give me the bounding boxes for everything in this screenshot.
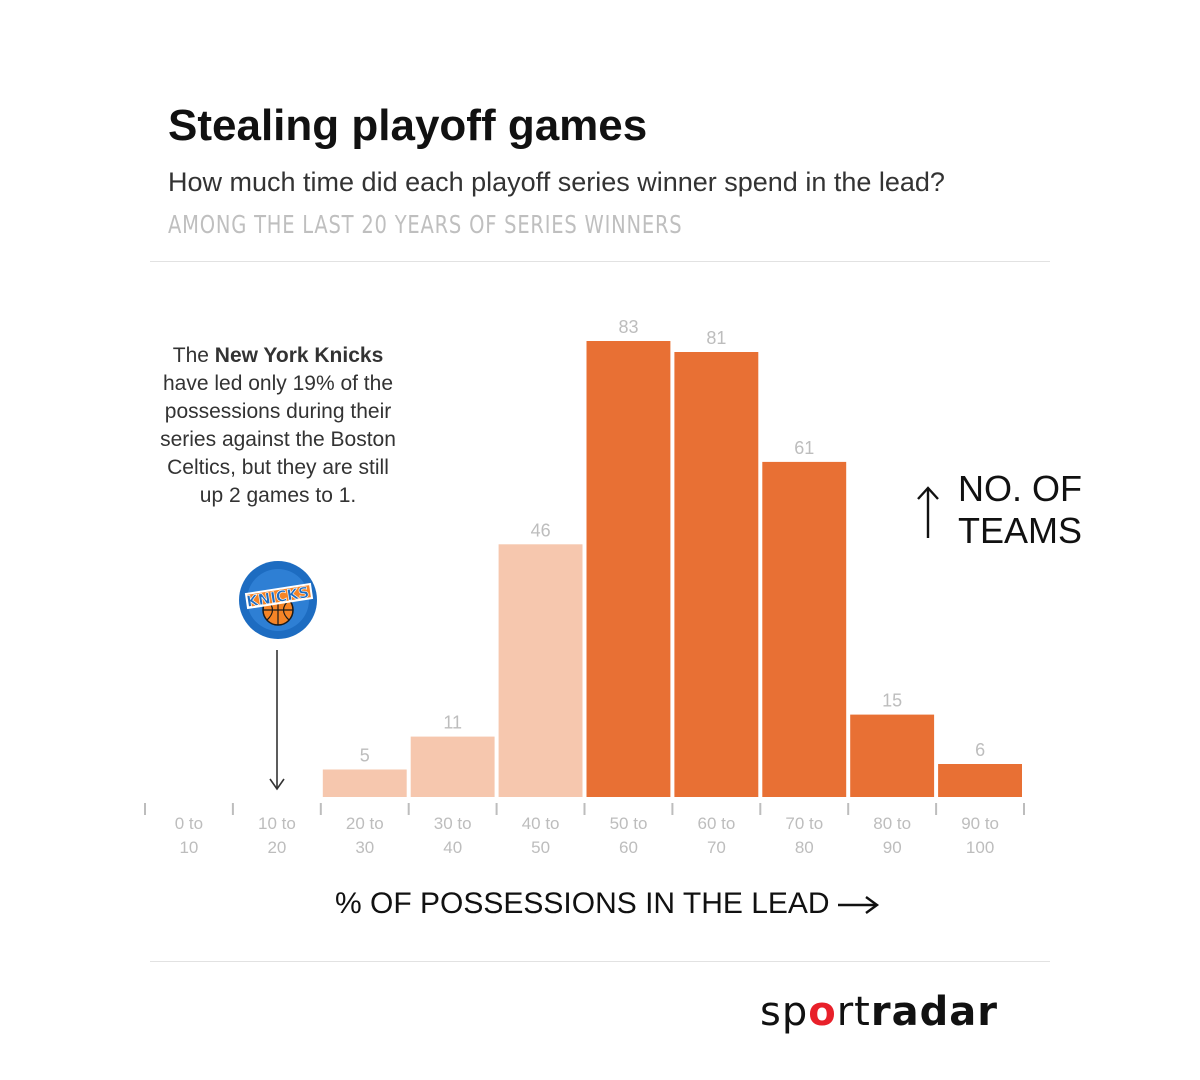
tick-label: 60 to bbox=[697, 814, 735, 833]
x-axis-ticks bbox=[144, 803, 1025, 815]
sportradar-logo: sportradar bbox=[760, 990, 998, 1034]
bar-50-to-60 bbox=[586, 341, 671, 797]
tick-label: 50 bbox=[531, 838, 550, 857]
bottom-divider bbox=[150, 961, 1050, 962]
y-axis-label-line2: TEAMS bbox=[958, 510, 1083, 551]
x-axis-tick-labels: 0 to 10 10 to 20 20 to 30 30 to 40 40 to 50 50 to 6… bbox=[175, 814, 999, 857]
y-axis-label-line1: NO. OF bbox=[958, 468, 1082, 509]
tick-label: 80 to bbox=[873, 814, 911, 833]
bar-30-to-40 bbox=[410, 736, 495, 797]
tick-label: 30 to bbox=[434, 814, 472, 833]
chart-title: Stealing playoff games bbox=[168, 101, 648, 150]
tick-label: 40 bbox=[443, 838, 462, 857]
bar-70-to-80 bbox=[762, 461, 847, 797]
annotation-team: New York Knicks bbox=[214, 344, 384, 367]
chart-subtitle: How much time did each playoff series wi… bbox=[168, 167, 945, 197]
annotation-text: have led only 19% of the possessions dur… bbox=[160, 372, 396, 507]
brand-part-sp: sp bbox=[760, 989, 809, 1035]
value-label: 81 bbox=[706, 328, 726, 348]
tick-label: 70 bbox=[707, 838, 726, 857]
y-axis-label: NO. OF TEAMS bbox=[958, 468, 1082, 552]
value-label: 6 bbox=[975, 740, 985, 760]
tick-label: 20 bbox=[267, 838, 286, 857]
tick-label: 10 bbox=[179, 838, 198, 857]
tick-label: 10 to bbox=[258, 814, 296, 833]
value-labels-group: 5 11 46 83 81 61 15 6 bbox=[360, 317, 985, 766]
tick-label: 100 bbox=[966, 838, 994, 857]
value-label: 61 bbox=[794, 438, 814, 458]
brand-part-o: o bbox=[808, 989, 837, 1035]
tick-label: 80 bbox=[795, 838, 814, 857]
knicks-pointer-arrow bbox=[269, 650, 285, 791]
right-arrow-icon bbox=[837, 896, 879, 915]
bars-group bbox=[322, 341, 1022, 797]
tick-label: 0 to bbox=[175, 814, 203, 833]
knicks-logo: KNICKS bbox=[239, 561, 317, 639]
knicks-logo-banner bbox=[244, 582, 314, 610]
annotation-prefix: The bbox=[172, 344, 209, 367]
histogram-chart: 5 11 46 83 81 61 15 6 0 to 10 10 to 20 20 to 30 30 to… bbox=[144, 317, 1025, 857]
top-divider bbox=[150, 261, 1050, 262]
brand-part-radar: radar bbox=[870, 989, 998, 1035]
basketball-seams bbox=[263, 595, 293, 625]
x-axis-title-text: % OF POSSESSIONS IN THE LEAD bbox=[335, 887, 830, 920]
tick-label: 30 bbox=[355, 838, 374, 857]
tick-label: 70 to bbox=[785, 814, 823, 833]
value-label: 83 bbox=[618, 317, 638, 337]
tick-label: 90 bbox=[883, 838, 902, 857]
tick-label: 20 to bbox=[346, 814, 384, 833]
tick-label: 90 to bbox=[961, 814, 999, 833]
tick-label: 40 to bbox=[522, 814, 560, 833]
knicks-annotation: The New York Knicks have led only 19% of… bbox=[158, 342, 398, 510]
bar-90-to-100 bbox=[938, 764, 1022, 797]
chart-kicker: AMONG THE LAST 20 YEARS OF SERIES WINNER… bbox=[168, 210, 683, 239]
value-label: 15 bbox=[882, 691, 902, 711]
bar-60-to-70 bbox=[674, 352, 759, 797]
tick-label: 50 to bbox=[610, 814, 648, 833]
up-arrow-icon bbox=[917, 486, 939, 538]
value-label: 46 bbox=[531, 520, 551, 540]
value-label: 11 bbox=[443, 713, 462, 733]
bar-20-to-30 bbox=[322, 769, 407, 797]
tick-label: 60 bbox=[619, 838, 638, 857]
brand-part-rt: rt bbox=[836, 989, 871, 1035]
x-axis-title: % OF POSSESSIONS IN THE LEAD bbox=[335, 884, 880, 924]
y-axis-note: NO. OF TEAMS bbox=[910, 468, 1110, 558]
bar-80-to-90 bbox=[850, 714, 935, 797]
bar-40-to-50 bbox=[498, 544, 583, 797]
value-label: 5 bbox=[360, 746, 370, 766]
